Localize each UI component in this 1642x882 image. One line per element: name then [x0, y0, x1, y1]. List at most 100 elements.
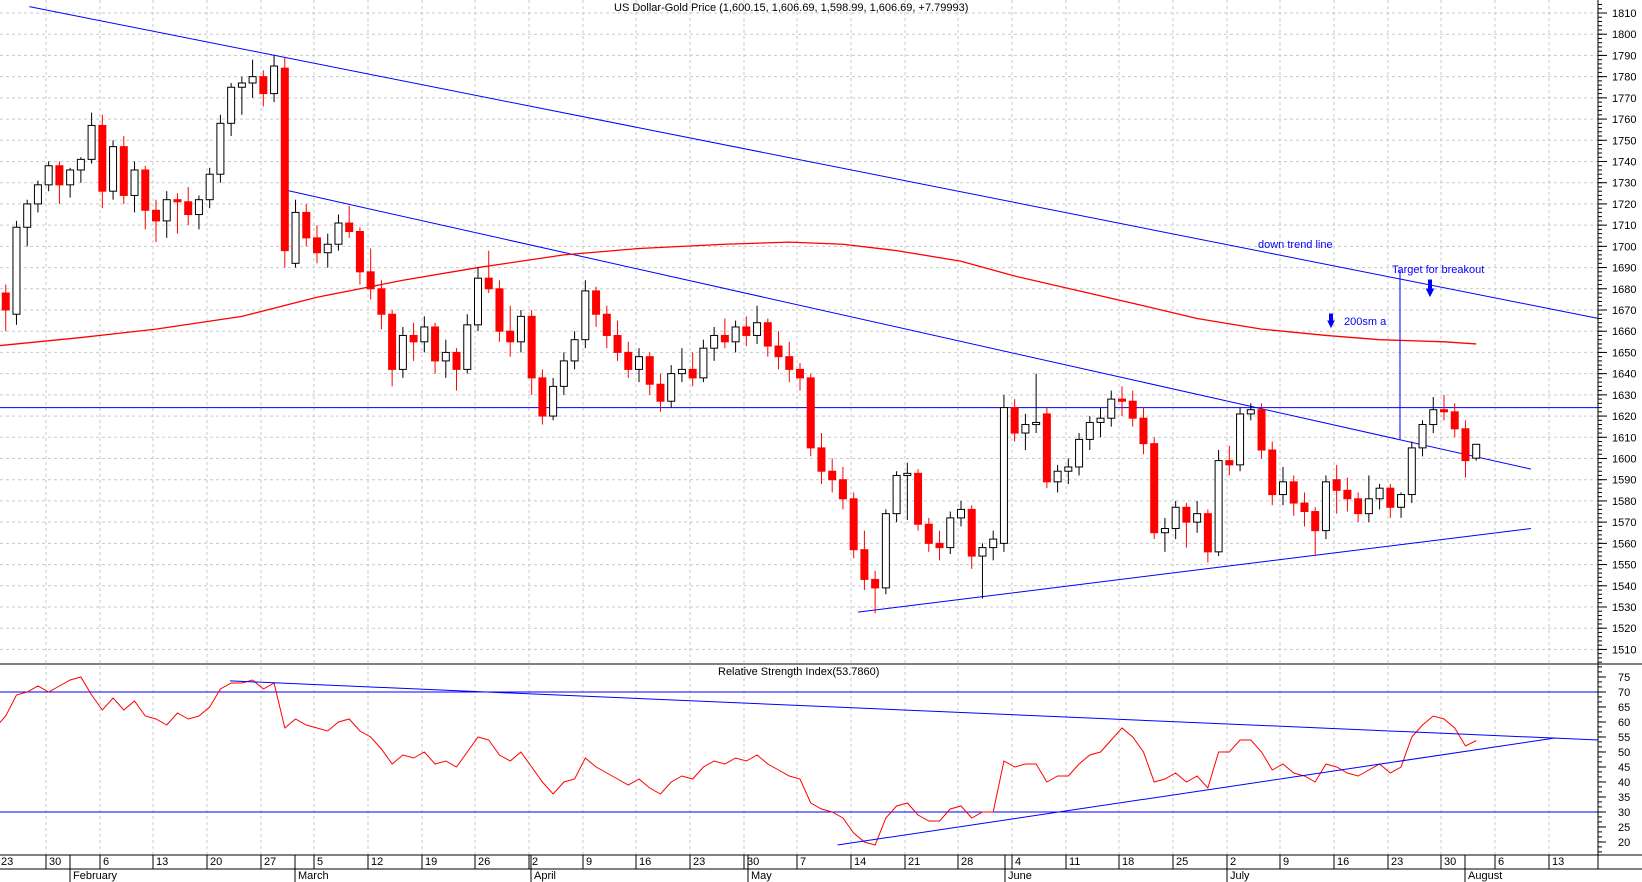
- price-tick-label: 1650: [1612, 347, 1636, 359]
- price-tick-label: 1680: [1612, 284, 1636, 296]
- candle-body: [227, 86, 236, 124]
- candle-body: [903, 472, 912, 476]
- rsi-line: [0, 676, 1477, 846]
- candle-body: [259, 76, 268, 95]
- month-label: May: [751, 870, 772, 882]
- candle-body: [989, 538, 998, 549]
- price-tick-label: 1700: [1612, 241, 1636, 253]
- date-label: 9: [1283, 856, 1289, 868]
- date-label: 30: [747, 856, 759, 868]
- candle-body: [248, 76, 257, 84]
- candle-body: [592, 290, 601, 315]
- down-trend-line-label: down trend line: [1258, 239, 1333, 251]
- candle-body: [538, 377, 547, 417]
- candle-body: [720, 334, 729, 343]
- price-tick-label: 1690: [1612, 263, 1636, 275]
- candle-body: [1107, 398, 1116, 419]
- price-tick-label: 1550: [1612, 560, 1636, 572]
- candle-body: [1311, 511, 1320, 532]
- candle-body: [506, 330, 515, 343]
- candle-body: [1214, 460, 1223, 553]
- date-label: 12: [371, 856, 383, 868]
- candle-body: [409, 334, 418, 343]
- candle-body: [463, 324, 472, 370]
- candle-body: [924, 523, 933, 544]
- candle-body: [55, 165, 64, 186]
- month-label: June: [1008, 870, 1032, 882]
- price-tick-label: 1590: [1612, 475, 1636, 487]
- candle-body: [119, 146, 128, 196]
- candle-body: [699, 347, 708, 379]
- rsi-tick-label: 75: [1618, 672, 1630, 684]
- candle-body: [1257, 409, 1266, 451]
- date-label: 23: [693, 856, 705, 868]
- date-label: 20: [210, 856, 222, 868]
- candle-body: [1418, 424, 1427, 449]
- candle-body: [1236, 413, 1245, 466]
- rsi-panel-title: Relative Strength Index(53.7860): [718, 666, 880, 678]
- candle-body: [194, 199, 203, 216]
- date-label: 14: [854, 856, 866, 868]
- candle-body: [495, 288, 504, 332]
- price-tick-label: 1610: [1612, 432, 1636, 444]
- candle-body: [1010, 407, 1019, 434]
- candle-body: [76, 158, 85, 171]
- candle-body: [1407, 447, 1416, 496]
- candle-body: [1461, 428, 1470, 462]
- date-label: 2: [1230, 856, 1236, 868]
- candle-body: [602, 313, 611, 336]
- date-label: 27: [264, 856, 276, 868]
- breakout-target-down-arrow: [1425, 279, 1435, 298]
- candle-body: [66, 169, 75, 186]
- candle-body: [656, 383, 665, 402]
- candle-body: [1182, 506, 1191, 523]
- price-tick-label: 1740: [1612, 156, 1636, 168]
- candle-body: [1246, 409, 1255, 415]
- date-label: 6: [103, 856, 109, 868]
- candle-body: [731, 326, 740, 343]
- candle-body: [935, 542, 944, 549]
- candle-body: [999, 407, 1008, 544]
- candle-body: [1042, 413, 1051, 483]
- inner-down-trend-line: [284, 189, 1532, 470]
- candle-body: [849, 498, 858, 551]
- candle-body: [1085, 421, 1094, 440]
- sma-down-arrow: [1327, 313, 1335, 329]
- candle-body: [1439, 409, 1448, 413]
- candle-body: [527, 315, 536, 379]
- candle-body: [624, 351, 633, 370]
- candle-body: [420, 326, 429, 343]
- candle-body: [270, 65, 279, 95]
- candle-body: [1075, 438, 1084, 468]
- candle-body: [1354, 498, 1363, 515]
- price-tick-label: 1530: [1612, 602, 1636, 614]
- candle-body: [1203, 513, 1212, 553]
- candle-body: [441, 351, 450, 362]
- candle-body: [1300, 502, 1309, 513]
- candle-body: [1472, 443, 1481, 459]
- candle-body: [237, 82, 246, 88]
- candle-body: [452, 351, 461, 370]
- candle-body: [388, 313, 397, 370]
- candle-body: [710, 334, 719, 349]
- price-tick-label: 1720: [1612, 199, 1636, 211]
- candle-body: [1021, 424, 1030, 434]
- candle-body: [398, 334, 407, 370]
- month-label: July: [1230, 870, 1250, 882]
- price-tick-label: 1640: [1612, 369, 1636, 381]
- upper-down-trend-line: [29, 6, 1599, 319]
- price-tick-label: 1620: [1612, 411, 1636, 423]
- candle-body: [151, 209, 160, 222]
- candle-body: [795, 368, 804, 379]
- candle-body: [1364, 498, 1373, 515]
- candle-body: [1150, 443, 1159, 534]
- price-tick-label: 1570: [1612, 517, 1636, 529]
- candle-body: [1128, 400, 1137, 419]
- date-label: 11: [1069, 856, 1080, 868]
- price-tick-label: 1810: [1612, 8, 1636, 20]
- price-chart-title: US Dollar-Gold Price (1,600.15, 1,606.69…: [614, 2, 969, 14]
- price-tick-label: 1710: [1612, 220, 1636, 232]
- price-tick-label: 1670: [1612, 305, 1636, 317]
- candle-body: [345, 222, 354, 233]
- candle-body: [1193, 513, 1202, 523]
